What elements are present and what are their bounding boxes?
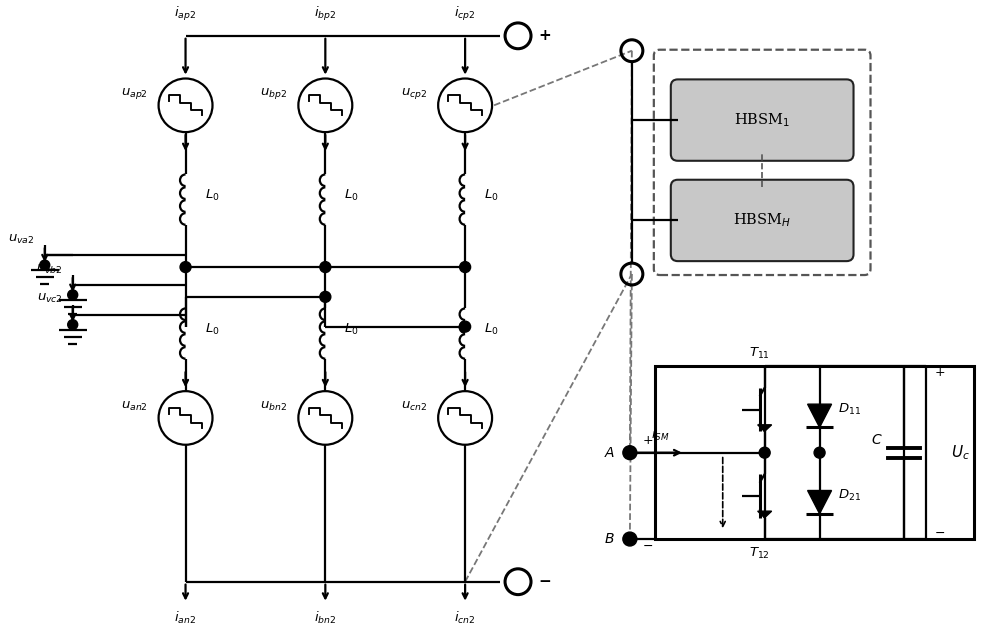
Text: −: − xyxy=(538,574,551,589)
Text: $i_{bn2}$: $i_{bn2}$ xyxy=(314,610,337,626)
Text: HBSM$_H$: HBSM$_H$ xyxy=(733,211,791,229)
Text: $T_{12}$: $T_{12}$ xyxy=(749,546,770,561)
Text: −: − xyxy=(934,527,945,540)
Circle shape xyxy=(814,447,825,458)
Text: $u_{vc2}$: $u_{vc2}$ xyxy=(37,292,63,305)
Circle shape xyxy=(623,446,637,460)
Text: $L_0$: $L_0$ xyxy=(205,322,219,337)
Text: +: + xyxy=(934,366,945,379)
Circle shape xyxy=(40,260,50,270)
Circle shape xyxy=(68,320,78,329)
Text: $i_{ap2}$: $i_{ap2}$ xyxy=(174,5,197,23)
Text: $i_{cp2}$: $i_{cp2}$ xyxy=(454,5,476,23)
Text: $D_{21}$: $D_{21}$ xyxy=(838,489,861,503)
FancyBboxPatch shape xyxy=(671,80,854,161)
Circle shape xyxy=(320,291,331,303)
Text: $T_{11}$: $T_{11}$ xyxy=(749,347,770,361)
Text: $L_0$: $L_0$ xyxy=(344,188,359,203)
Text: $L_0$: $L_0$ xyxy=(484,322,499,337)
Text: $u_{cp2}$: $u_{cp2}$ xyxy=(401,86,427,101)
Text: $u_{an2}$: $u_{an2}$ xyxy=(121,399,148,413)
Text: $u_{cn2}$: $u_{cn2}$ xyxy=(401,399,427,413)
Bar xyxy=(655,366,974,539)
Text: $u_{ap2}$: $u_{ap2}$ xyxy=(121,86,148,101)
Text: $i_{bp2}$: $i_{bp2}$ xyxy=(314,5,337,23)
Text: $U_c$: $U_c$ xyxy=(951,443,970,462)
Text: $u_{va2}$: $u_{va2}$ xyxy=(8,233,35,246)
Text: $L_0$: $L_0$ xyxy=(205,188,219,203)
Polygon shape xyxy=(808,404,832,427)
Text: $L_0$: $L_0$ xyxy=(344,322,359,337)
Text: $u_{bn2}$: $u_{bn2}$ xyxy=(260,399,287,413)
Circle shape xyxy=(460,321,471,332)
Circle shape xyxy=(759,447,770,458)
Text: −: − xyxy=(643,540,653,552)
Text: HBSM$_1$: HBSM$_1$ xyxy=(734,111,790,129)
Circle shape xyxy=(623,532,637,546)
Text: $i_{an2}$: $i_{an2}$ xyxy=(174,610,197,626)
Text: $u_{vb2}$: $u_{vb2}$ xyxy=(36,262,63,276)
Circle shape xyxy=(460,262,471,273)
Circle shape xyxy=(68,290,78,300)
Text: $i_{SM}$: $i_{SM}$ xyxy=(651,427,669,443)
Circle shape xyxy=(180,262,191,273)
Circle shape xyxy=(320,262,331,273)
Polygon shape xyxy=(808,490,832,513)
Polygon shape xyxy=(758,511,772,518)
Text: $A$: $A$ xyxy=(604,446,615,460)
Text: $L_0$: $L_0$ xyxy=(484,188,499,203)
Text: $B$: $B$ xyxy=(604,532,615,546)
Text: $C$: $C$ xyxy=(871,433,882,447)
Text: $D_{11}$: $D_{11}$ xyxy=(838,402,861,417)
Text: +: + xyxy=(643,434,653,447)
Text: $u_{bp2}$: $u_{bp2}$ xyxy=(260,86,287,101)
FancyBboxPatch shape xyxy=(671,180,854,261)
Text: $i_{cn2}$: $i_{cn2}$ xyxy=(454,610,476,626)
Polygon shape xyxy=(758,425,772,431)
Text: +: + xyxy=(538,28,551,43)
